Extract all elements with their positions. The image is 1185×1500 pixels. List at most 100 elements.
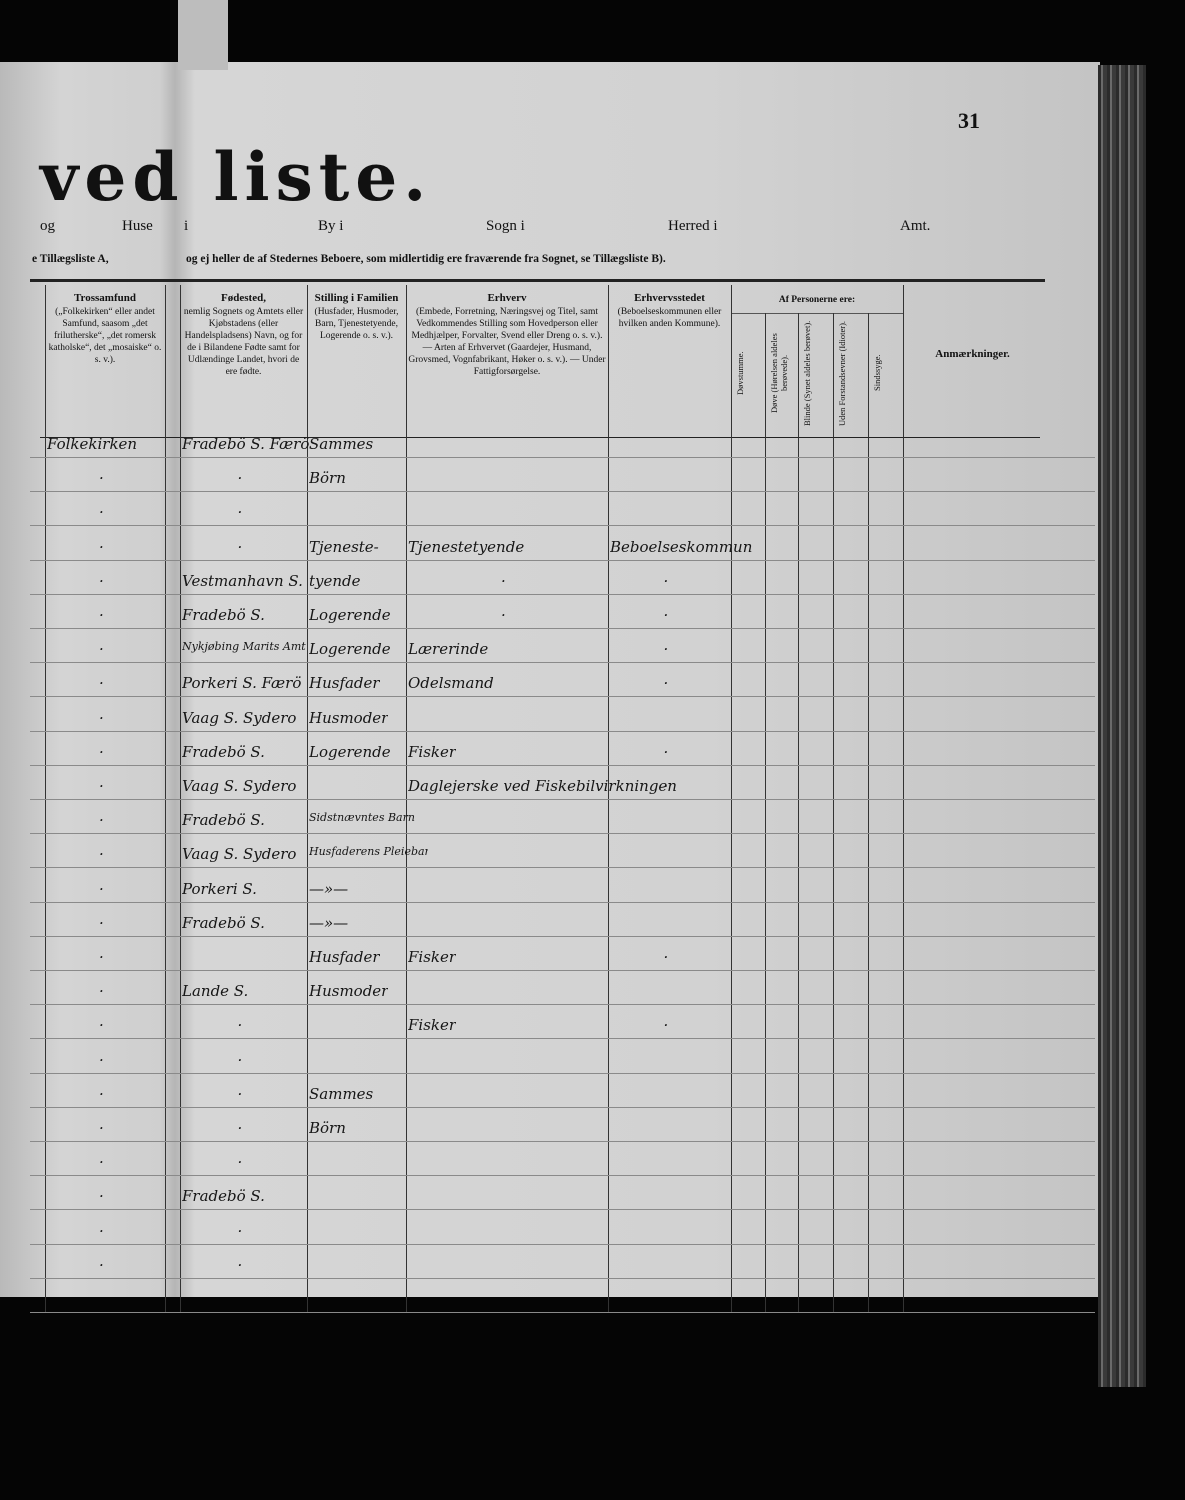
header-field: Amt. (900, 218, 931, 234)
cell-trossamfund: · (99, 1187, 104, 1206)
row-rule (30, 628, 1095, 629)
cell-trossamfund: · (99, 1255, 104, 1274)
column-title: Erhverv (487, 292, 527, 304)
cell-fodested: · (237, 1255, 243, 1274)
cell-trossamfund: Folkekirken (47, 435, 138, 453)
row-rule (30, 1312, 1095, 1313)
cell-erhverv: Fisker (408, 742, 457, 761)
cell-stilling: Sammes (309, 1084, 374, 1103)
row-rule (30, 833, 1095, 835)
page-number: 31 (958, 108, 980, 133)
row-rule (30, 1277, 1095, 1279)
cell-erhverv: · (501, 606, 506, 624)
cell-trossamfund: · (99, 571, 104, 590)
cell-stilling: Logerende (309, 640, 391, 659)
cell-erhverv: · (501, 571, 506, 590)
cell-erhverv: Odelsmand (408, 674, 494, 693)
cell-fodested: · (237, 469, 243, 488)
cell-trossamfund: · (99, 811, 104, 830)
cell-stilling: Sidstnævntes Barn (309, 811, 415, 825)
cell-fodested: · (237, 1050, 243, 1069)
column-title: Fødested, (221, 292, 266, 304)
column-rule (731, 285, 732, 1312)
column-title: Erhvervsstedet (634, 292, 705, 304)
cell-fodested: · (237, 537, 243, 556)
paper-page (0, 62, 1100, 1297)
cell-fodested: Lande S. (182, 982, 249, 1001)
note: og ej heller de af Stedernes Beboere, so… (186, 253, 666, 265)
row-rule (30, 593, 1095, 595)
cell-fodested: Vestmanhavn S. (182, 571, 303, 590)
column-rule (903, 285, 904, 1312)
header-field: i (184, 218, 189, 234)
column-title: Trossamfund (74, 292, 136, 304)
paper-tab (178, 0, 228, 70)
cell-sted: · (663, 606, 669, 624)
column-desc: (Husfader, Husmoder, Barn, Tjenestetyend… (314, 307, 399, 341)
group-rule (731, 313, 903, 314)
header-field: Herred i (668, 218, 718, 234)
cell-sted: · (663, 777, 669, 795)
cell-trossamfund: · (99, 537, 104, 556)
cell-fodested: Fradebö S. (182, 811, 265, 830)
column-rule (798, 313, 799, 1312)
cell-stilling: Husfaderens Pleiebarn (309, 845, 428, 859)
remarks-header: Anmærkninger. (935, 348, 1010, 360)
cell-trossamfund: · (99, 1050, 104, 1069)
row-rule (30, 1038, 1095, 1040)
column-rule (165, 285, 166, 1312)
cell-fodested: Fradebö S. (182, 1187, 265, 1206)
cell-trossamfund: · (99, 982, 104, 1001)
column-desc: („Folkekirken“ eller andet Samfund, saas… (48, 307, 162, 365)
cell-stilling: Börn (309, 1119, 346, 1137)
row-rule (30, 764, 1095, 766)
cell-trossamfund: · (99, 913, 104, 932)
column-header: Erhvervsstedet (Beboelseskommunen eller h… (610, 292, 729, 330)
cell-trossamfund: · (99, 948, 104, 966)
cell-erhverv: Fisker (408, 1016, 457, 1035)
cell-fodested: Nykjøbing Marits Amt (182, 640, 306, 654)
cell-erhverv: Daglejerske ved Fiskebilvirkningen (408, 777, 677, 795)
cell-fodested: Porkeri S. Færö (182, 674, 302, 693)
column-rule (307, 285, 308, 1312)
cell-trossamfund: · (99, 845, 104, 864)
cell-stilling: Husfader (309, 948, 380, 966)
row-rule (30, 799, 1095, 800)
cell-erhverv: Tjenestetyende (408, 537, 525, 556)
cell-fodested: · (237, 1153, 243, 1172)
cell-fodested: Fradebö S. (182, 606, 265, 624)
subcolumn-header: Døvstumme. (735, 351, 745, 395)
cell-fodested: · (237, 1119, 243, 1137)
cell-fodested: · (237, 1016, 243, 1035)
cell-sted: · (663, 948, 669, 966)
rule (30, 279, 1045, 282)
row-rule (30, 970, 1095, 971)
cell-fodested: · (237, 503, 243, 522)
column-desc: (Embede, Forretning, Næringsvej og Titel… (408, 307, 606, 377)
column-rule (868, 313, 869, 1312)
row-rule (30, 901, 1095, 903)
cell-sted: Beboelseskommunen (610, 537, 753, 556)
cell-sted: · (663, 640, 669, 659)
row-rule (30, 867, 1095, 869)
cell-stilling: —»— (309, 879, 349, 898)
cell-fodested: Vaag S. Sydero (182, 777, 297, 795)
header-field: Huse (122, 218, 153, 234)
cell-stilling: Logerende (309, 742, 391, 761)
cell-fodested: Porkeri S. (182, 879, 257, 898)
cell-fodested: · (237, 1084, 243, 1103)
cell-stilling: Husmoder (309, 982, 389, 1001)
cell-trossamfund: · (99, 742, 104, 761)
column-header: Fødested, nemlig Sognets og Amtets eller … (182, 292, 305, 378)
column-rule (765, 313, 766, 1312)
column-title: Stilling i Familien (314, 292, 399, 304)
row-rule (30, 935, 1095, 937)
cell-trossamfund: · (99, 674, 104, 693)
cell-stilling: tyende (309, 571, 361, 590)
cell-fodested: Vaag S. Sydero (182, 845, 297, 864)
column-rule (180, 285, 181, 1312)
cell-trossamfund: · (99, 1016, 104, 1035)
title: ved liste. (40, 138, 433, 216)
row-rule (30, 1072, 1095, 1074)
